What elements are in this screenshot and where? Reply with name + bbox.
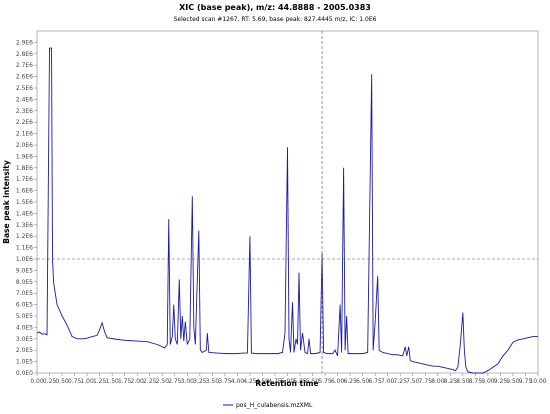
- x-tick-label: 1.00: [80, 378, 94, 385]
- x-tick-label: 1.50: [105, 378, 119, 385]
- y-tick-label: 6.0E5: [16, 302, 33, 309]
- x-axis-label: Retention time: [255, 379, 318, 388]
- chart-title: XIC (base peak), m/z: 44.8888 - 2005.038…: [179, 3, 371, 12]
- x-tick-label: 5.50: [306, 378, 320, 385]
- x-tick-label: 5.75: [318, 378, 332, 385]
- y-tick-label: 2.0E6: [16, 142, 33, 149]
- y-tick-label: 1.2E6: [16, 233, 33, 240]
- x-tick-label: 7.00: [381, 378, 395, 385]
- y-tick-label: 1.6E6: [16, 188, 33, 195]
- x-tick-label: 6.50: [356, 378, 370, 385]
- y-tick-label: 4.0E5: [16, 324, 33, 331]
- y-tick-label: 2.2E6: [16, 119, 33, 126]
- y-tick-label: 2.3E6: [16, 108, 33, 115]
- x-tick-label: 2.00: [131, 378, 145, 385]
- y-tick-label: 2.8E6: [16, 51, 33, 58]
- x-tick-label: 8.00: [431, 378, 445, 385]
- y-tick-label: 2.7E6: [16, 62, 33, 69]
- y-tick-label: 1.9E6: [16, 153, 33, 160]
- y-tick-label: 2.4E6: [16, 96, 33, 103]
- legend[interactable]: pos_H_culabensis.mzXML: [223, 402, 313, 409]
- x-tick-label: 10.00: [529, 378, 546, 385]
- x-tick-label: 3.00: [181, 378, 195, 385]
- legend-label: pos_H_culabensis.mzXML: [236, 402, 313, 409]
- chart-subtitle: Selected scan #1267, RT: 5.69, base peak…: [173, 16, 377, 23]
- x-tick-label: 3.50: [206, 378, 220, 385]
- x-tick-label: 2.25: [143, 378, 157, 385]
- x-tick-label: 3.75: [218, 378, 232, 385]
- y-tick-label: 1.0E5: [16, 359, 33, 366]
- x-tick-label: 3.25: [193, 378, 207, 385]
- y-tick-label: 1.0E6: [16, 256, 33, 263]
- x-tick-label: 9.25: [494, 378, 508, 385]
- y-axis: 0.0E0 1.0E5 2.0E5 3.0E5 4.0E5 5.0E5 6.0E5 7.0E5…: [16, 39, 37, 377]
- x-tick-label: 0.50: [55, 378, 69, 385]
- y-tick-label: 1.4E6: [16, 210, 33, 217]
- x-tick-label: 0.75: [68, 378, 82, 385]
- y-tick-label: 2.0E5: [16, 347, 33, 354]
- x-tick-label: 8.25: [444, 378, 458, 385]
- y-tick-label: 1.8E6: [16, 165, 33, 172]
- x-tick-label: 8.75: [469, 378, 483, 385]
- y-tick-label: 7.0E5: [16, 290, 33, 297]
- x-tick-label: 5.25: [293, 378, 307, 385]
- y-tick-label: 8.0E5: [16, 279, 33, 286]
- y-tick-label: 5.0E5: [16, 313, 33, 320]
- y-tick-label: 2.6E6: [16, 74, 33, 81]
- x-tick-label: 4.25: [243, 378, 257, 385]
- x-tick-label: 4.75: [268, 378, 282, 385]
- x-axis: 0.00 0.25 0.50 0.75 1.00 1.25 1.50 1.75 2.00 2.25…: [30, 373, 547, 385]
- y-tick-label: 3.0E5: [16, 336, 33, 343]
- x-tick-label: 0.00: [30, 378, 44, 385]
- x-tick-label: 1.75: [118, 378, 132, 385]
- x-tick-label: 4.50: [256, 378, 270, 385]
- series-line: [36, 47, 538, 374]
- x-tick-label: 7.25: [394, 378, 408, 385]
- x-tick-label: 9.75: [519, 378, 533, 385]
- x-tick-label: 8.50: [456, 378, 470, 385]
- x-tick-label: 4.00: [231, 378, 245, 385]
- y-tick-label: 2.1E6: [16, 131, 33, 138]
- x-tick-label: 0.25: [43, 378, 57, 385]
- y-tick-label: 0.0E0: [16, 370, 33, 377]
- y-tick-label: 1.5E6: [16, 199, 33, 206]
- x-tick-label: 5.00: [281, 378, 295, 385]
- y-axis-label: Base peak intensity: [2, 160, 11, 244]
- x-tick-label: 9.50: [506, 378, 520, 385]
- x-tick-label: 2.50: [156, 378, 170, 385]
- x-tick-label: 2.75: [168, 378, 182, 385]
- y-tick-label: 1.3E6: [16, 222, 33, 229]
- x-tick-label: 7.50: [406, 378, 420, 385]
- y-tick-label: 1.1E6: [16, 245, 33, 252]
- x-tick-label: 7.75: [419, 378, 433, 385]
- x-tick-label: 9.00: [481, 378, 495, 385]
- y-tick-label: 1.7E6: [16, 176, 33, 183]
- y-tick-label: 2.5E6: [16, 85, 33, 92]
- y-tick-label: 9.0E5: [16, 267, 33, 274]
- x-tick-label: 6.75: [368, 378, 382, 385]
- x-tick-label: 6.25: [343, 378, 357, 385]
- x-tick-label: 6.00: [331, 378, 345, 385]
- x-tick-label: 1.25: [93, 378, 107, 385]
- y-tick-label: 2.9E6: [16, 39, 33, 46]
